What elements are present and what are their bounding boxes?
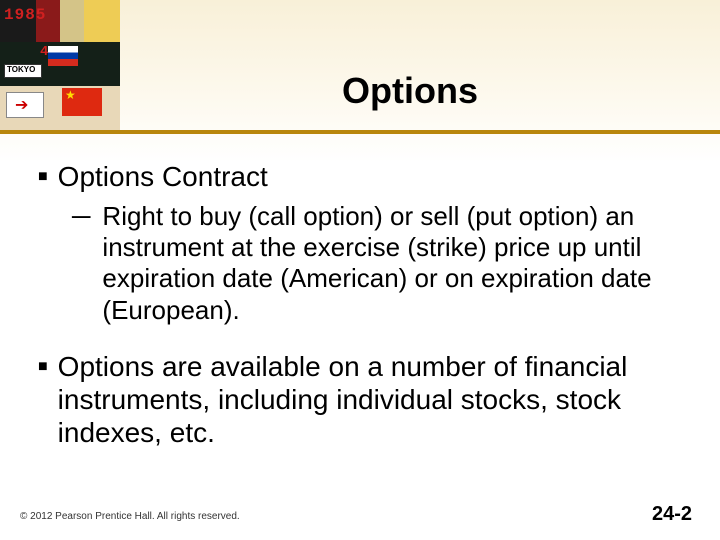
slide: 44 Options ■ Options Contract ─ Right to… <box>0 0 720 540</box>
dash-bullet-icon: ─ <box>72 201 90 232</box>
bullet-level1: ■ Options are available on a number of f… <box>38 350 682 449</box>
content-area: ■ Options Contract ─ Right to buy (call … <box>38 160 682 457</box>
square-bullet-icon: ■ <box>38 168 48 186</box>
page-number: 24-2 <box>652 503 692 526</box>
bullet-text: Right to buy (call option) or sell (put … <box>102 201 682 326</box>
bullet-text: Options Contract <box>58 160 268 193</box>
header-collage-image: 44 <box>0 0 120 130</box>
title-underline <box>0 130 720 134</box>
copyright-text: © 2012 Pearson Prentice Hall. All rights… <box>20 511 240 522</box>
square-bullet-icon: ■ <box>38 358 48 376</box>
bullet-level1: ■ Options Contract <box>38 160 682 193</box>
bullet-level2: ─ Right to buy (call option) or sell (pu… <box>72 201 682 326</box>
slide-title: Options <box>130 70 690 112</box>
bullet-text: Options are available on a number of fin… <box>58 350 682 449</box>
